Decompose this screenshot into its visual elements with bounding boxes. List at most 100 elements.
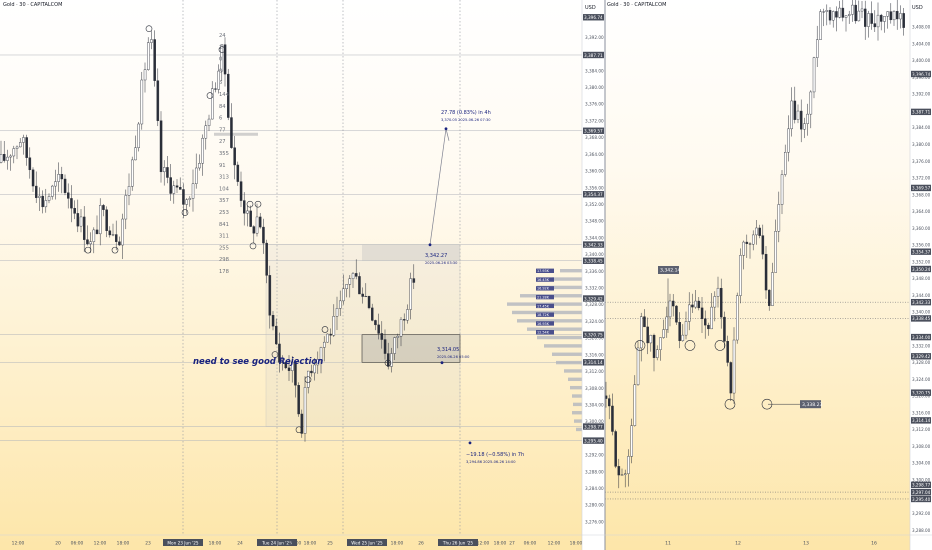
right-price-tick: 3,328.00: [912, 360, 931, 365]
right-price-tag-bg: [911, 248, 931, 255]
pivot-marker: [181, 209, 189, 216]
right-price-tick: 3,300.00: [912, 477, 931, 482]
right-price-tick: 3,364.00: [912, 209, 931, 214]
right-pivot-marker: [724, 398, 736, 410]
right-candle: [707, 324, 710, 330]
left-candle: [63, 178, 67, 193]
left-price-tag: 3,295.40: [584, 438, 603, 443]
left-price-tick: 3,368.00: [585, 135, 604, 140]
left-candle: [223, 44, 227, 75]
right-candle: [720, 287, 723, 318]
right-price-tag: 3,329.42: [912, 354, 931, 359]
left-candle: [409, 278, 412, 310]
left-candle: [3, 154, 6, 161]
right-candle: [800, 110, 803, 130]
left-candle: [294, 361, 297, 386]
right-candle: [659, 337, 662, 350]
left-candle: [28, 157, 32, 171]
left-time-highlight: Thu 26 Jun '25: [442, 541, 474, 546]
right-price-tag-bg: [911, 353, 931, 360]
volume-profile-label: 17.93K: [537, 269, 550, 273]
right-title: Gold · 30 · CAPITALCOM: [607, 2, 667, 8]
left-candle: [41, 195, 44, 208]
right-price-tag-bg: [911, 265, 931, 273]
left-price-tick: 3,308.00: [585, 386, 604, 391]
left-candle: [265, 242, 268, 276]
volume-profile-bar: [572, 394, 582, 398]
right-candle: [656, 349, 659, 358]
left-candle: [118, 241, 121, 246]
left-candle: [332, 316, 336, 336]
level-number-label: 77: [219, 127, 226, 133]
volume-label-bg: [536, 330, 554, 335]
right-price-tick: 3,320.00: [912, 394, 931, 399]
left-candle: [198, 163, 201, 169]
left-candle: [47, 196, 51, 201]
left-price-tick: 3,392.00: [585, 35, 604, 40]
right-candle: [675, 305, 678, 323]
left-candle: [9, 155, 12, 158]
box-title: 3,314.05: [437, 347, 460, 353]
volume-label-bg: [536, 268, 554, 273]
right-price-tick: 3,400.00: [912, 58, 931, 63]
left-candle: [323, 341, 326, 348]
volume-profile-bar: [568, 377, 582, 382]
left-candle: [124, 195, 128, 220]
left-candle: [335, 308, 339, 317]
right-candle: [736, 295, 739, 341]
volume-profile-bar: [574, 419, 582, 423]
right-price-tag-bg: [911, 495, 931, 503]
right-candle: [835, 11, 838, 18]
pivot-marker: [254, 200, 262, 208]
left-candle: [89, 241, 92, 245]
left-candle: [246, 210, 249, 214]
right-price-tag-bg: [911, 184, 931, 192]
measure-down-label[interactable]: −19.18 (−0.58%) in 7h 3,294.86 2025-06-2…: [466, 452, 524, 466]
volume-label-bg: [536, 312, 554, 317]
left-candle: [242, 200, 246, 214]
left-candle: [25, 137, 28, 158]
level-number-label: 313: [219, 175, 229, 181]
left-time-tick: 06:00: [524, 541, 537, 547]
right-price-tick: 3,340.00: [912, 310, 931, 315]
right-candle: [864, 8, 867, 27]
left-candle: [249, 210, 252, 227]
left-candle: [70, 198, 73, 209]
right-candle: [828, 10, 832, 21]
left-price-tick: 3,276.00: [585, 519, 604, 524]
left-price-tag-bg: [583, 295, 604, 302]
box-label[interactable]: 3,314.05 2025-06-26 05:00: [437, 347, 469, 361]
volume-profile-bar: [560, 269, 582, 273]
target-label[interactable]: 3,342.27 2025-06-26 03:30: [425, 253, 457, 267]
right-candle: [748, 243, 752, 245]
left-candle: [297, 385, 300, 415]
left-price-tick: 3,336.00: [585, 269, 604, 274]
left-candle: [150, 39, 153, 43]
left-candle: [351, 273, 355, 279]
left-candle: [310, 370, 313, 374]
left-candle: [371, 307, 374, 321]
left-price-tag: 3,298.77: [584, 424, 603, 429]
left-time-tick: 12:00: [477, 541, 490, 547]
left-candle: [303, 387, 307, 434]
right-candle: [768, 289, 771, 306]
left-candle: [291, 361, 294, 371]
annotation-need-rejection[interactable]: need to see good Rejection: [193, 357, 324, 367]
left-candle: [44, 200, 48, 208]
left-price-axis-bg: [582, 0, 605, 550]
right-candle: [643, 316, 646, 328]
right-price-tag: 3,338.45: [912, 316, 931, 321]
rejection-box: [361, 334, 461, 363]
right-candle: [739, 255, 742, 296]
level-number-label: 6: [219, 116, 222, 122]
left-time-tick: 06:00: [71, 541, 84, 547]
right-candle: [608, 398, 611, 407]
level-number-label: 357: [219, 198, 229, 204]
left-time-highlight: Wed 25 Jun '25: [351, 541, 383, 546]
measure-up-label[interactable]: 27.78 (0.83%) in 4h 3,370.05 2025-06-26 …: [441, 110, 491, 124]
right-candle: [876, 14, 880, 28]
left-price-tick: 3,284.00: [585, 486, 604, 491]
left-price-tick: 3,300.00: [585, 419, 604, 424]
